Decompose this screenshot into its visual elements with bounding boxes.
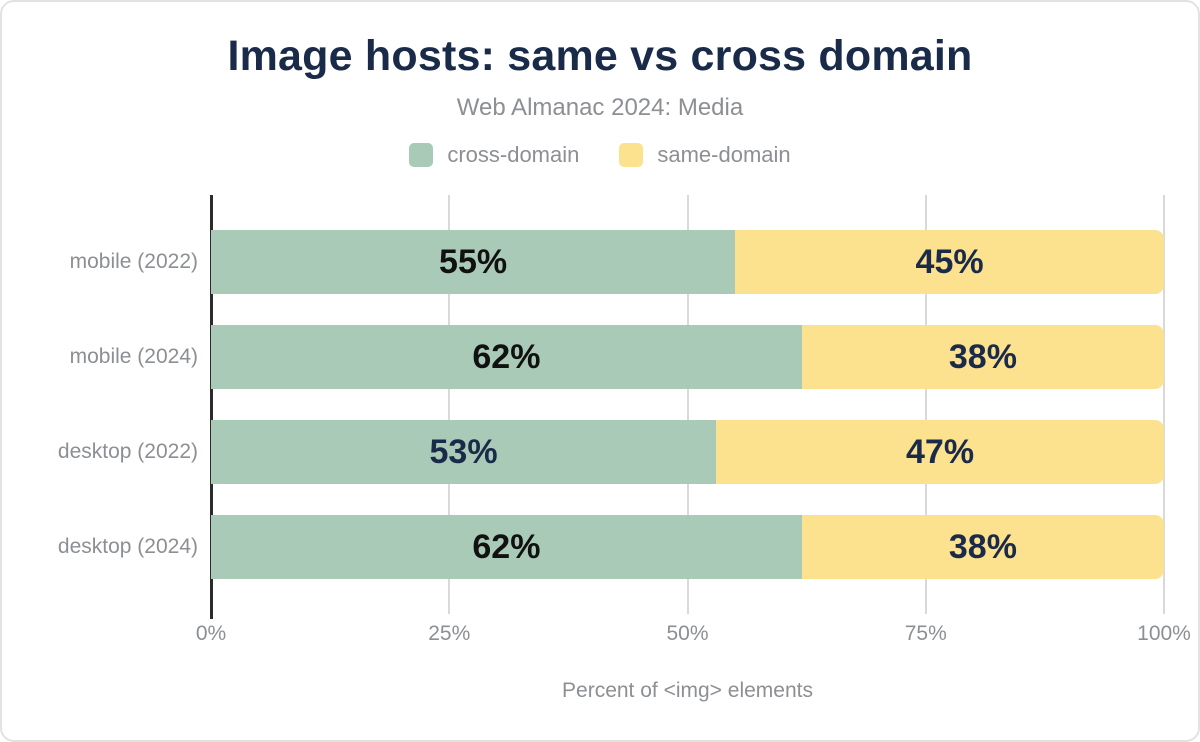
x-tick-label-50%: 50% [666, 622, 709, 645]
bar-value-label: 62% [472, 527, 541, 566]
bar-value-label: 45% [915, 242, 984, 281]
x-tick-label-100%: 100% [1137, 622, 1191, 645]
bar-row: mobile (2024) 62% 38% [70, 325, 1164, 389]
bar-segment-cross-domain: 53% [211, 420, 717, 484]
gridline-50% [686, 195, 689, 614]
bar-segment-same-domain: 47% [716, 420, 1164, 484]
bar-segment-same-domain: 38% [801, 325, 1164, 389]
x-tick-label-0%: 0% [195, 622, 227, 645]
bar-value-label: 47% [906, 432, 975, 471]
bar-segment-same-domain: 38% [801, 515, 1164, 579]
x-tick-label-75%: 75% [904, 622, 947, 645]
bar-value-label: 62% [472, 337, 541, 376]
x-tick-label-25%: 25% [428, 622, 471, 645]
y-axis-line [210, 195, 213, 619]
legend-item-cross-domain: cross-domain [409, 142, 579, 168]
bar-segment-cross-domain: 62% [211, 325, 802, 389]
chart-subtitle: Web Almanac 2024: Media [456, 94, 744, 121]
category-label: desktop (2022) [57, 440, 198, 463]
bar-row: mobile (2022) 55% 45% [70, 230, 1164, 294]
bar-value-label: 55% [439, 242, 508, 281]
legend-item-same-domain: same-domain [619, 142, 791, 168]
legend-swatch-icon [409, 143, 434, 167]
bar-row: desktop (2022) 53% 47% [58, 420, 1164, 484]
bar-value-label: 38% [948, 527, 1017, 566]
category-label: desktop (2024) [57, 535, 198, 558]
bar-segment-cross-domain: 62% [211, 515, 802, 579]
bar-segment-cross-domain: 55% [211, 230, 736, 294]
x-axis-label: Percent of <img> elements [562, 679, 813, 702]
legend-swatch-icon [619, 143, 644, 167]
bar-segment-same-domain: 45% [735, 230, 1164, 294]
bar-row: desktop (2024) 62% 38% [58, 515, 1164, 579]
gridline-75% [924, 195, 927, 614]
gridline-100% [1163, 195, 1165, 614]
bar-value-label: 38% [948, 337, 1017, 376]
gridline-25% [448, 195, 451, 614]
chart-title: Image hosts: same vs cross domain [227, 32, 973, 80]
legend: cross-domain same-domain [2, 142, 1198, 168]
category-label: mobile (2022) [69, 250, 198, 273]
legend-label: same-domain [657, 142, 791, 167]
bar-value-label: 53% [429, 432, 498, 471]
category-label: mobile (2024) [69, 345, 198, 368]
plot-area: Percent of <img> elements 0% 25% 50% 75% 100… [58, 195, 1191, 702]
legend-label: cross-domain [447, 142, 580, 167]
